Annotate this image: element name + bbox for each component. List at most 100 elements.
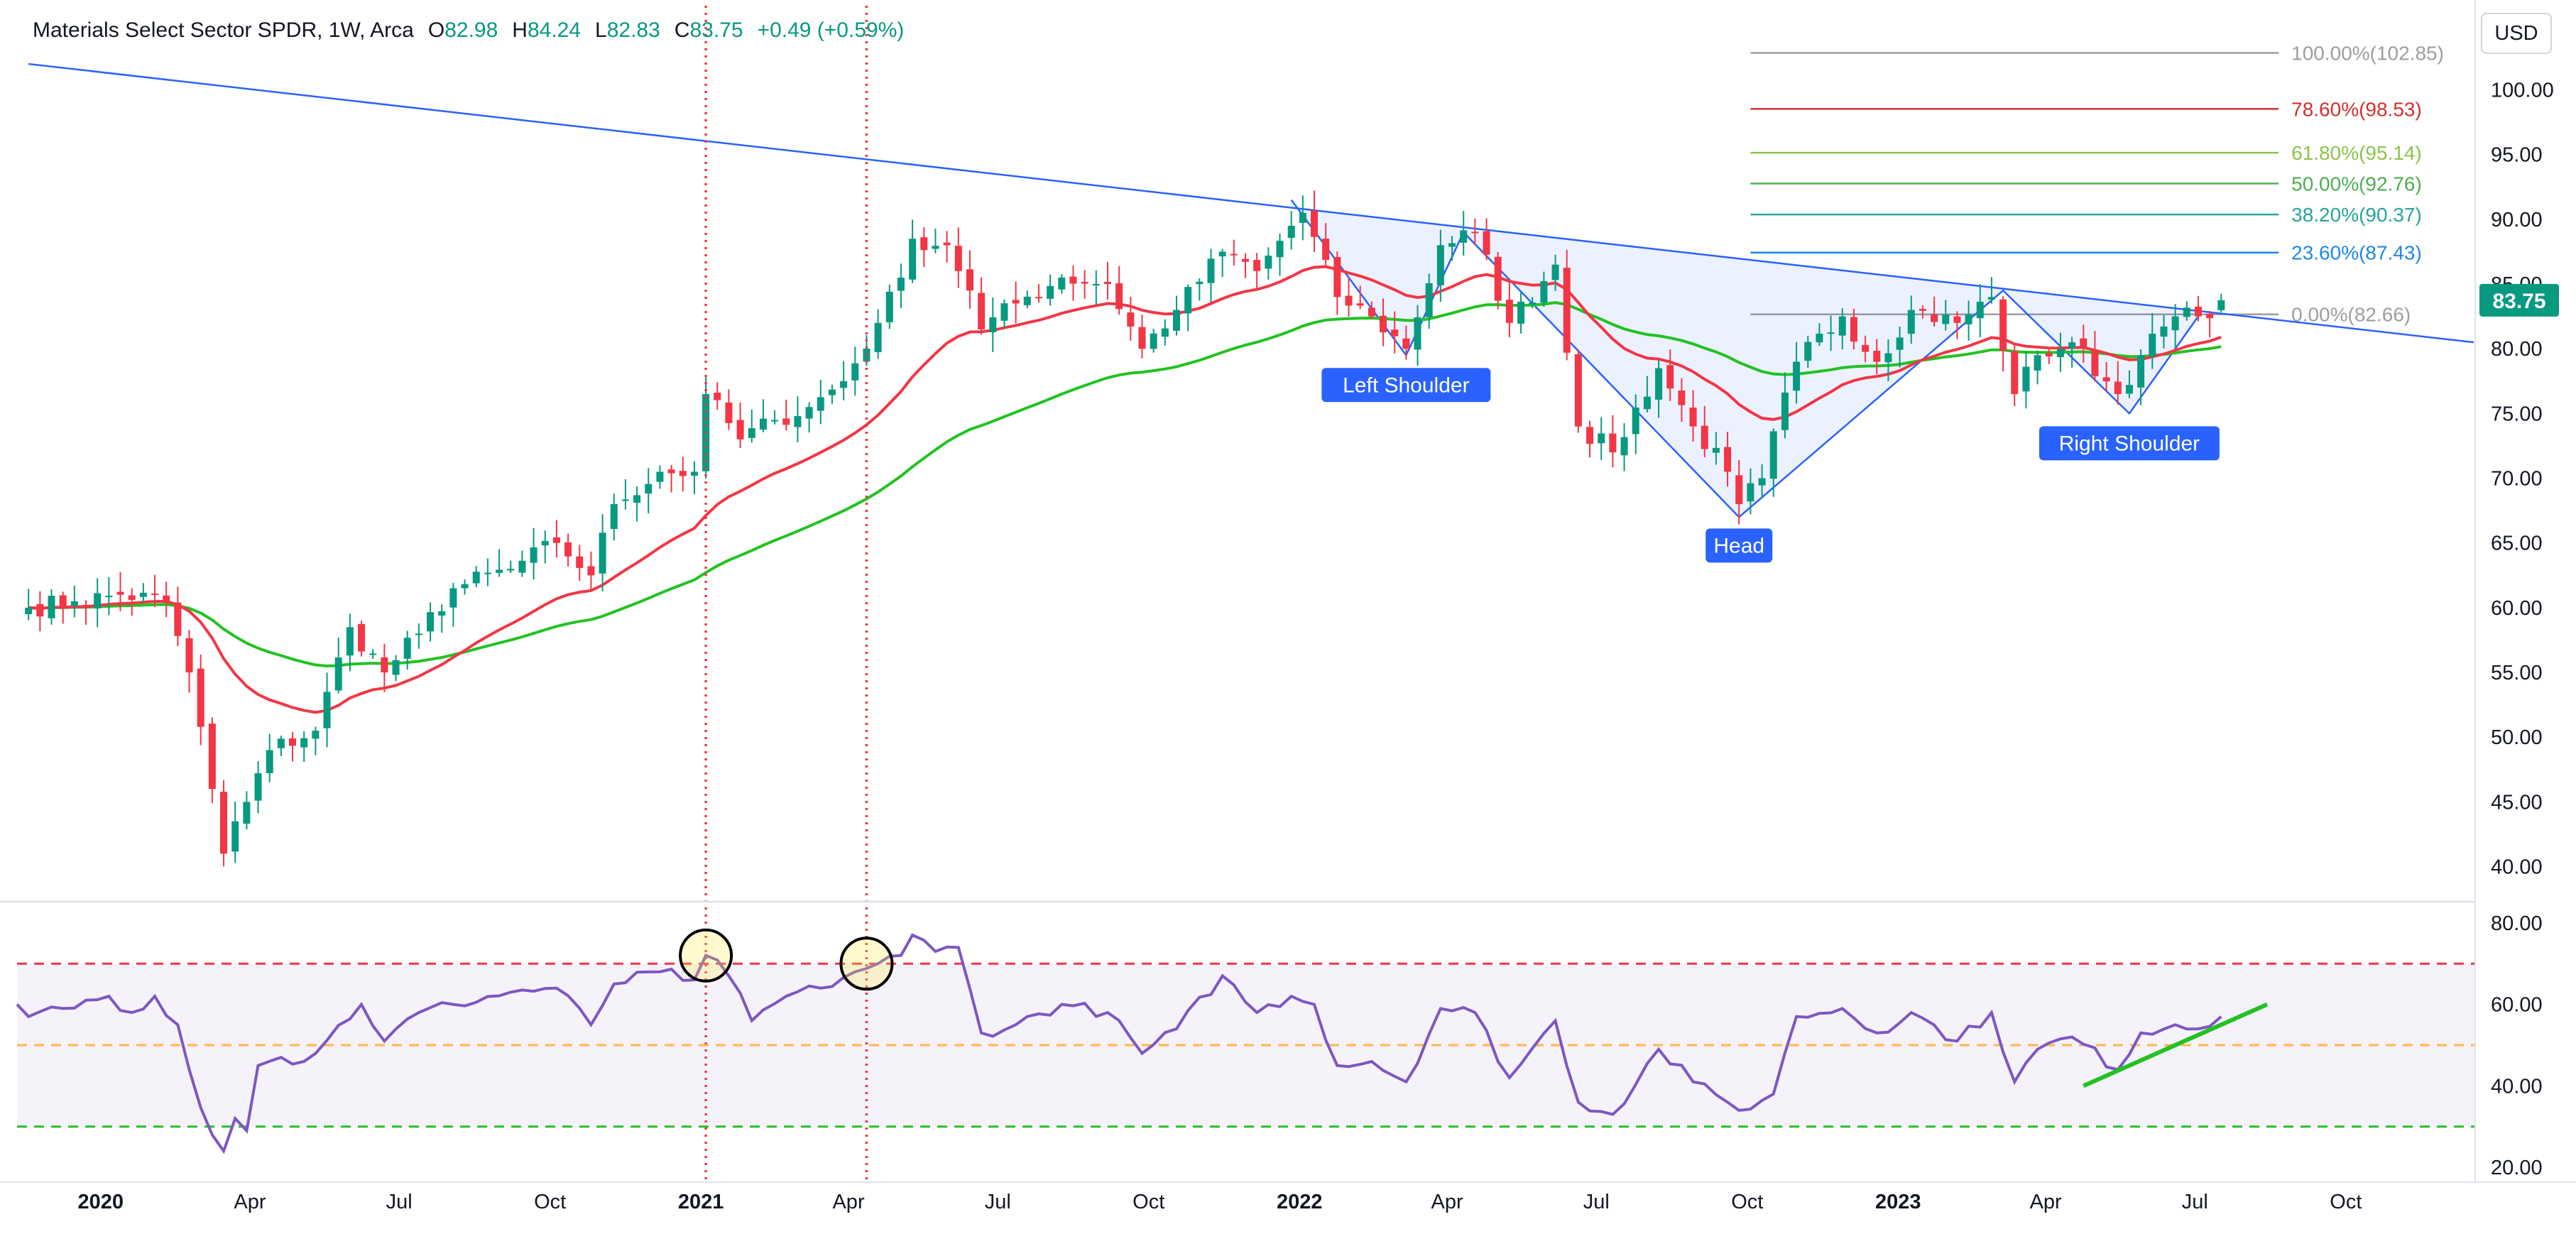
candle-body bbox=[909, 239, 917, 280]
candle-body bbox=[94, 593, 102, 608]
last-price-tag bbox=[2479, 283, 2559, 317]
candle-body bbox=[1931, 314, 1938, 322]
candle-body bbox=[1724, 447, 1732, 472]
candle-body bbox=[1816, 333, 1823, 343]
candle-body bbox=[1551, 264, 1559, 280]
candle-body bbox=[461, 584, 469, 589]
candle-body bbox=[667, 469, 675, 474]
candle-body bbox=[1735, 475, 1743, 505]
open-value: 82.98 bbox=[444, 18, 498, 42]
candle-body bbox=[1253, 259, 1261, 271]
candle-body bbox=[1758, 478, 1766, 486]
price-tick-label: 70.00 bbox=[2491, 468, 2543, 491]
pattern-label: Head bbox=[1713, 534, 1764, 557]
candle-body bbox=[2034, 355, 2041, 371]
candle-body bbox=[851, 363, 859, 381]
candle-body bbox=[759, 418, 767, 430]
candle-body bbox=[1999, 299, 2007, 351]
candle-body bbox=[2194, 306, 2202, 317]
candle-body bbox=[1483, 231, 1490, 255]
candle-body bbox=[185, 638, 193, 673]
candle-body bbox=[1000, 303, 1008, 321]
candle-body bbox=[1058, 277, 1066, 290]
candle-body bbox=[1138, 327, 1146, 349]
candle-body bbox=[25, 607, 33, 615]
candle-body bbox=[1689, 407, 1697, 427]
candle-body bbox=[690, 471, 698, 476]
candle-body bbox=[2091, 349, 2099, 376]
price-tick-label: 65.00 bbox=[2491, 533, 2543, 555]
fib-level-label: 38.20%(90.37) bbox=[2291, 204, 2422, 226]
candle-body bbox=[2217, 300, 2225, 310]
fib-level-label: 23.60%(87.43) bbox=[2291, 242, 2422, 264]
candle-body bbox=[1769, 431, 1777, 479]
candle-body bbox=[1345, 295, 1353, 306]
candle-body bbox=[1356, 303, 1364, 306]
candle-body bbox=[1747, 483, 1754, 502]
time-tick-label: Oct bbox=[1133, 1191, 1164, 1213]
candle-body bbox=[954, 246, 962, 271]
candle-body bbox=[2183, 307, 2190, 317]
candle-body bbox=[1965, 314, 1972, 324]
candle-body bbox=[415, 633, 422, 635]
candle-body bbox=[1150, 333, 1157, 349]
candle-body bbox=[1448, 243, 1456, 247]
candle-body bbox=[564, 542, 572, 557]
candle-body bbox=[1380, 315, 1387, 333]
candle-body bbox=[289, 738, 297, 746]
currency-button[interactable]: USD bbox=[2481, 13, 2552, 54]
candle-body bbox=[978, 293, 986, 329]
candle-body bbox=[334, 657, 342, 691]
price-tick-label: 50.00 bbox=[2491, 726, 2543, 749]
candle-body bbox=[105, 595, 113, 597]
candle-body bbox=[1609, 433, 1617, 453]
candle-body bbox=[794, 415, 802, 427]
fib-level-label: 61.80%(95.14) bbox=[2291, 142, 2422, 164]
resistance-trend-line bbox=[28, 62, 2474, 344]
price-tick-label: 100.00 bbox=[2491, 80, 2554, 102]
fib-level-label: 0.00%(82.66) bbox=[2291, 304, 2411, 326]
price-axis-background bbox=[2475, 0, 2576, 1234]
time-tick-label: Apr bbox=[1431, 1191, 1463, 1213]
candle-body bbox=[714, 392, 721, 400]
candle-body bbox=[599, 533, 606, 574]
candle-body bbox=[1987, 297, 1995, 300]
candle-body bbox=[1161, 328, 1169, 337]
candle-body bbox=[1218, 251, 1226, 257]
candle-body bbox=[885, 291, 893, 322]
candle-body bbox=[1793, 361, 1801, 391]
candle-body bbox=[70, 601, 78, 606]
candle-body bbox=[323, 692, 331, 728]
rsi-highlight-circle bbox=[839, 937, 894, 991]
candle-body bbox=[1598, 433, 1605, 444]
candle-body bbox=[633, 495, 641, 503]
candle-body bbox=[208, 724, 216, 790]
candle-body bbox=[1850, 317, 1857, 342]
pattern-label-box bbox=[2039, 426, 2220, 461]
candle-body bbox=[1391, 329, 1399, 337]
symbol-name: Materials Select Sector SPDR, 1W, Arca bbox=[33, 18, 414, 42]
last-price-label: 83.75 bbox=[2492, 290, 2545, 313]
candle-body bbox=[748, 428, 755, 438]
time-tick-label: Apr bbox=[234, 1191, 266, 1213]
candle-body bbox=[943, 242, 951, 246]
candle-body bbox=[1092, 283, 1100, 285]
candle-body bbox=[2080, 338, 2087, 347]
time-tick-label: 2020 bbox=[78, 1191, 124, 1213]
candle-body bbox=[2125, 385, 2133, 394]
candle-body bbox=[36, 604, 44, 617]
candle-body bbox=[541, 540, 549, 546]
candle-body bbox=[989, 317, 997, 332]
candle-body bbox=[817, 397, 824, 411]
candle-body bbox=[1047, 285, 1054, 299]
candle-body bbox=[782, 418, 790, 425]
candle-body bbox=[1919, 309, 1926, 311]
candle-body bbox=[2171, 316, 2179, 331]
candle-body bbox=[2056, 349, 2064, 358]
candle-body bbox=[1586, 427, 1594, 444]
candle-body bbox=[1103, 282, 1111, 285]
candle-body bbox=[1666, 365, 1674, 389]
candle-body bbox=[277, 738, 285, 748]
